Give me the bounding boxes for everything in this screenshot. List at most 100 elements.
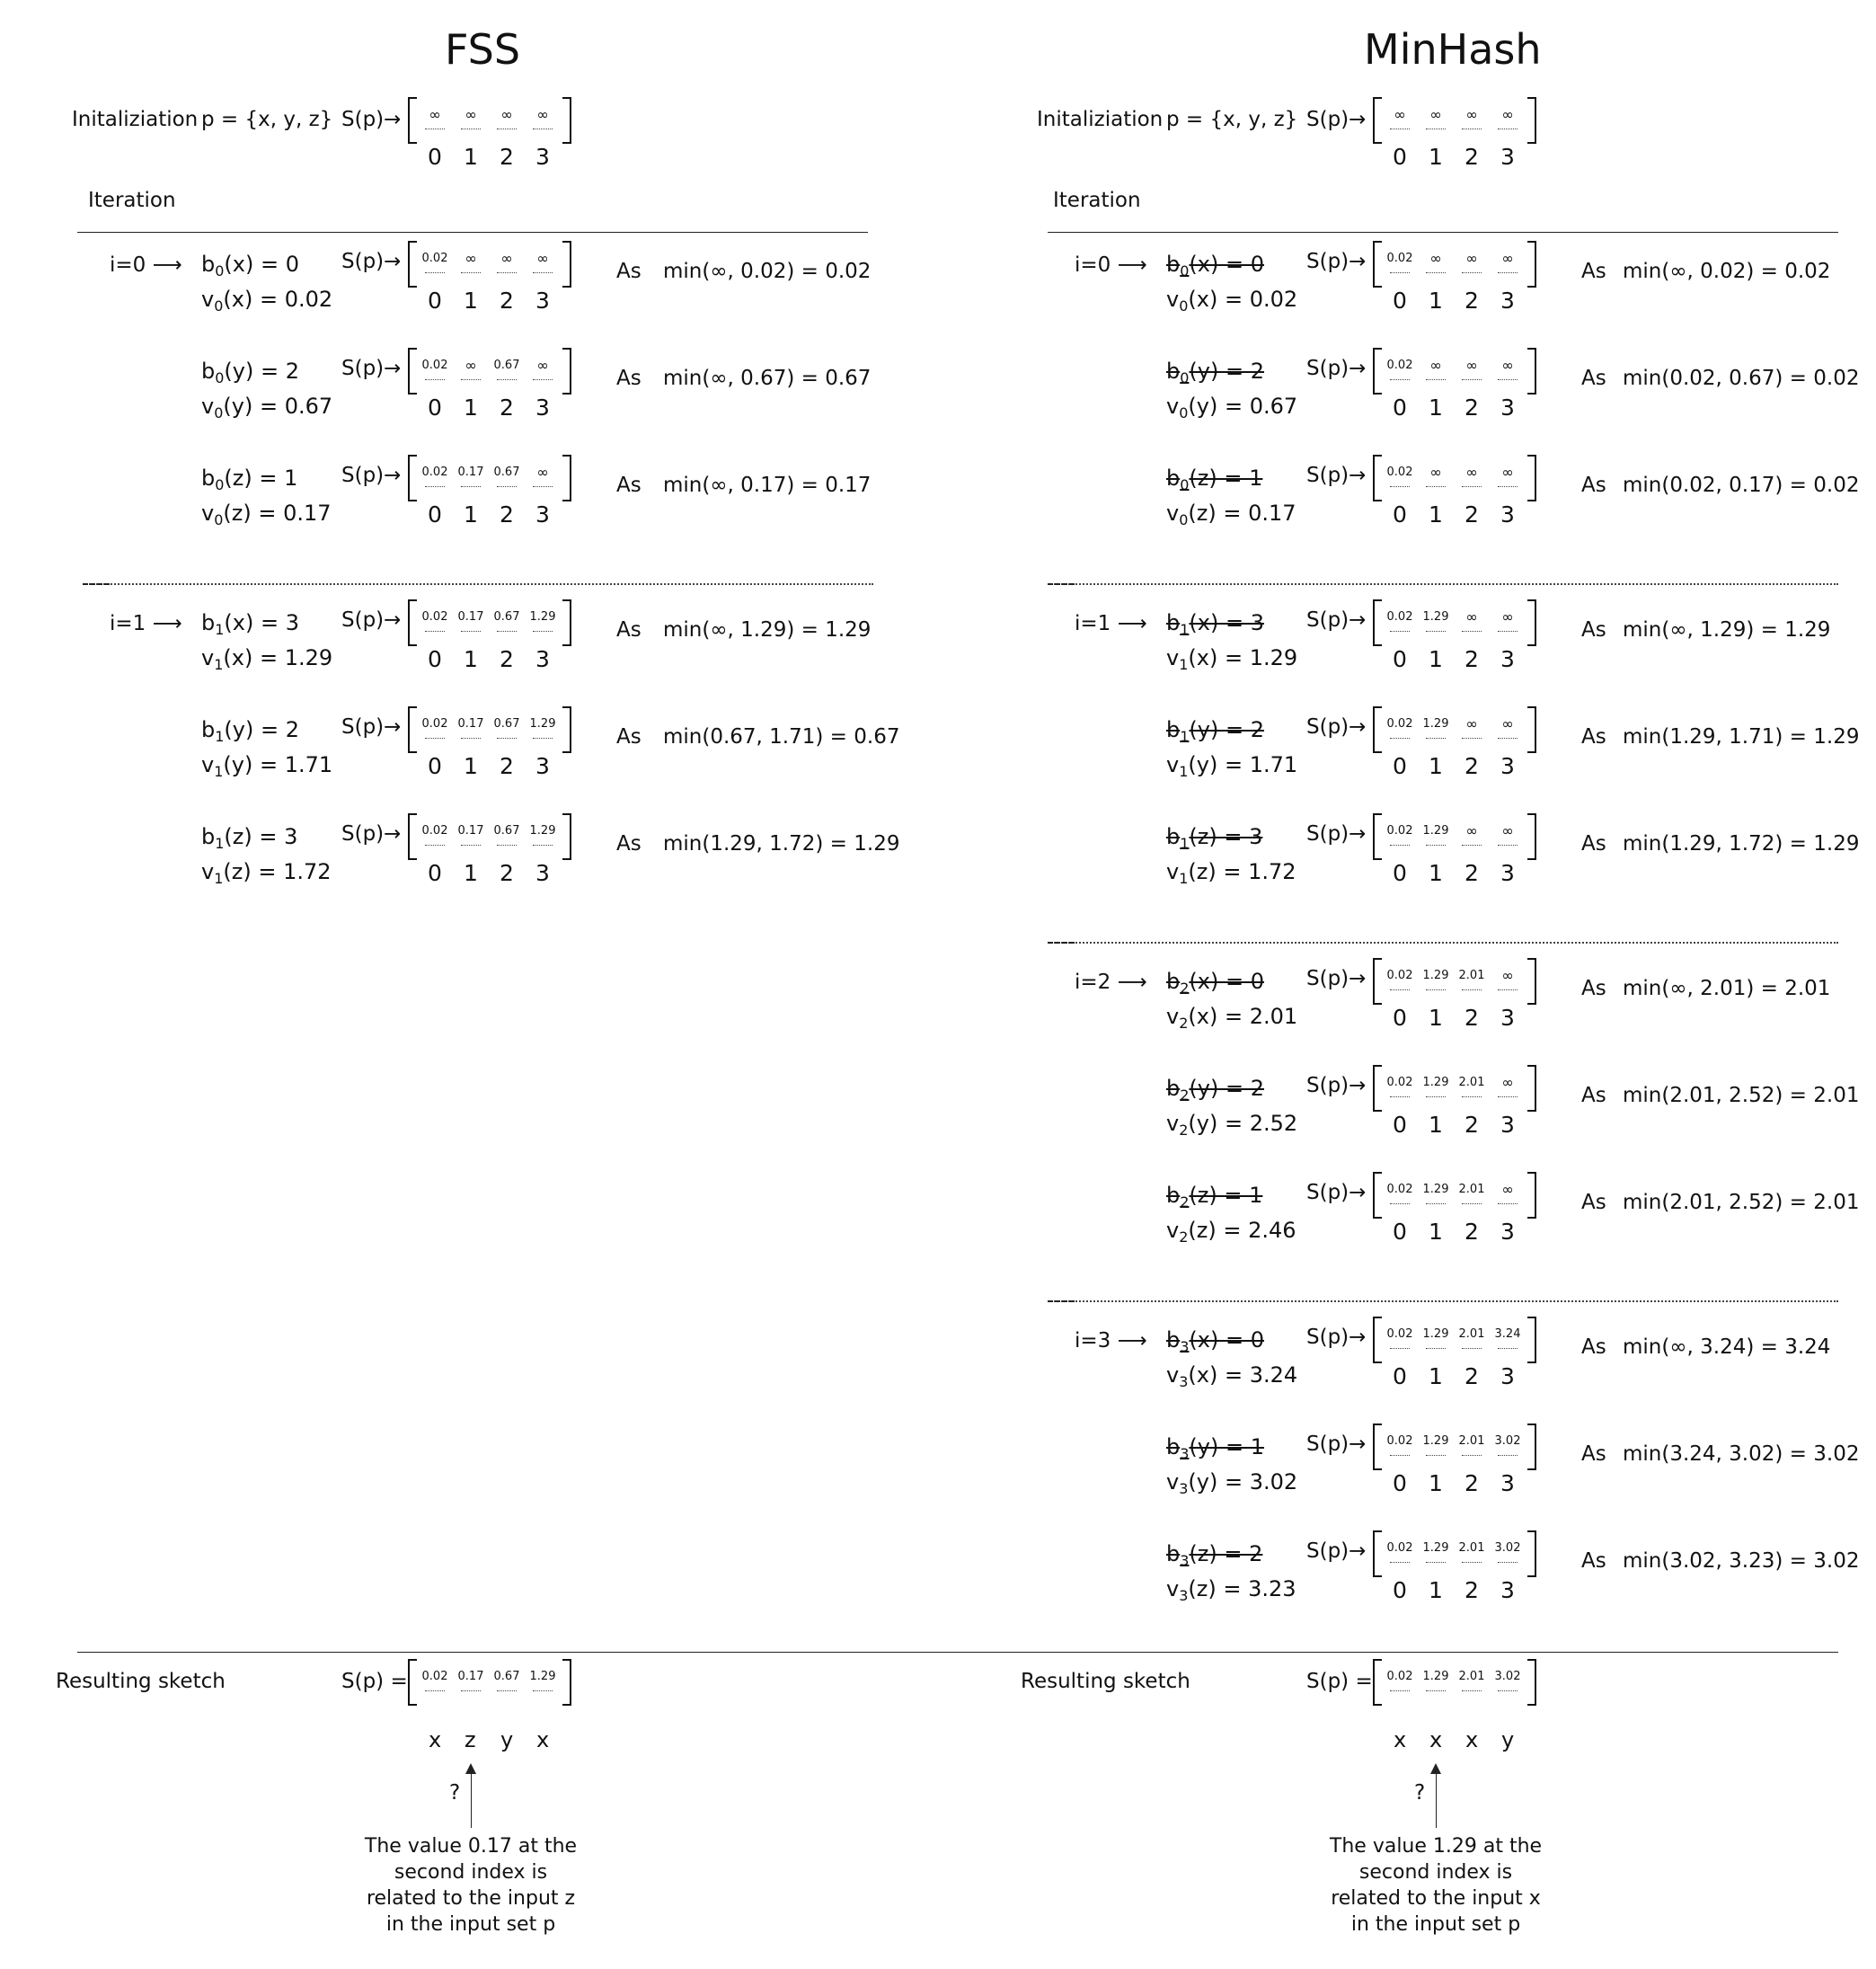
- bracket-left: [408, 241, 417, 288]
- sketch-index-3: 3: [1500, 753, 1515, 779]
- minhash-iter-label-3: i=3 ⟶: [1075, 1329, 1147, 1353]
- sketch-index-0: 0: [428, 646, 442, 672]
- cell-dots: [1498, 1690, 1518, 1691]
- cell-dots: [461, 272, 481, 273]
- minhash-result-input-1: x: [1429, 1727, 1443, 1752]
- sketch-cell-0: 0.02: [1386, 1434, 1413, 1448]
- minhash-as-3-0: As: [1581, 1335, 1606, 1359]
- sketch-cell-0: 0.02: [1386, 1670, 1413, 1683]
- fss-sp-1-2: S(p)→: [341, 822, 402, 846]
- minhash-result-sketch: 0.02 1.29 2.01 3.02: [1373, 1659, 1536, 1706]
- sketch-index-1: 1: [1429, 501, 1443, 528]
- cell-dots: [497, 738, 517, 739]
- cell-dots: [461, 379, 481, 380]
- fss-sp-1-1: S(p)→: [341, 715, 402, 739]
- minhash-iter-separator-dash: [1048, 583, 1075, 585]
- sketch-cell-3: ∞: [1501, 1181, 1514, 1198]
- bracket-right: [1527, 1317, 1536, 1363]
- fss-sketch-1-1: 0.02 0.17 0.67 1.29: [408, 706, 571, 753]
- sketch-cell-1: ∞: [1429, 250, 1442, 267]
- bracket-left: [1373, 1172, 1382, 1219]
- minhash-v-0-1: v0(y) = 0.67: [1166, 394, 1298, 421]
- sketch-cell-2: ∞: [1465, 464, 1478, 481]
- minhash-as-3-2: As: [1581, 1549, 1606, 1573]
- cell-dots: [1498, 1203, 1518, 1204]
- cell-dots: [1426, 989, 1446, 990]
- cell-dots: [1498, 738, 1518, 739]
- fss-init-label: Initaliziation: [72, 108, 199, 131]
- minhash-iter-label-0: i=0 ⟶: [1075, 253, 1147, 277]
- fss-result-arrow-head: [465, 1763, 476, 1774]
- minhash-title: MinHash: [1364, 25, 1542, 74]
- sketch-index-0: 0: [1393, 753, 1407, 779]
- bracket-left: [408, 97, 417, 144]
- sketch-index-0: 0: [1393, 1577, 1407, 1603]
- fss-b-1-1: b1(y) = 2: [201, 717, 299, 745]
- sketch-cell-2: 0.67: [493, 824, 520, 838]
- bracket-left: [1373, 1065, 1382, 1112]
- minhash-sp-2-0: S(p)→: [1306, 967, 1367, 990]
- sketch-index-3: 3: [1500, 288, 1515, 314]
- bracket-left: [408, 599, 417, 646]
- cell-dots: [1426, 272, 1446, 273]
- minhash-b-1-2: b1(z) = 3: [1166, 824, 1263, 852]
- sketch-index-2: 2: [500, 501, 514, 528]
- cell-dots: [1462, 989, 1482, 990]
- minhash-v-3-0: v3(x) = 3.24: [1166, 1362, 1298, 1390]
- fss-min-1-1: min(0.67, 1.71) = 0.67: [663, 725, 900, 749]
- cell-dots: [1390, 486, 1410, 487]
- result-separator-rule: [77, 1652, 1838, 1653]
- sketch-index-0: 0: [428, 288, 442, 314]
- minhash-sketch-3-1: 0.02 1.29 2.01 3.02: [1373, 1424, 1536, 1470]
- fss-result-question: ?: [449, 1781, 461, 1805]
- fss-v-0-2: v0(z) = 0.17: [201, 501, 332, 528]
- sketch-cell-1: 1.29: [1422, 1434, 1449, 1448]
- cell-dots: [461, 845, 481, 846]
- minhash-sketch-2-1: 0.02 1.29 2.01 ∞: [1373, 1065, 1536, 1112]
- bracket-right: [1527, 599, 1536, 646]
- fss-b-0-1: b0(y) = 2: [201, 359, 299, 386]
- cell-dots: [1390, 1562, 1410, 1563]
- cell-dots: [1426, 486, 1446, 487]
- sketch-index-1: 1: [464, 144, 478, 170]
- sketch-cell-0: ∞: [429, 106, 441, 123]
- sketch-cell-1: ∞: [465, 250, 477, 267]
- minhash-as-3-1: As: [1581, 1442, 1606, 1466]
- sketch-cell-2: ∞: [1465, 106, 1478, 123]
- sketch-index-1: 1: [464, 753, 478, 779]
- sketch-index-0: 0: [1393, 144, 1407, 170]
- minhash-iteration-rule: [1048, 232, 1838, 233]
- cell-dots: [1390, 631, 1410, 632]
- sketch-cell-2: 2.01: [1458, 969, 1485, 982]
- minhash-sketch-3-0: 0.02 1.29 2.01 3.24: [1373, 1317, 1536, 1363]
- fss-as-1-1: As: [616, 725, 642, 749]
- sketch-cell-3: 1.29: [529, 1670, 556, 1683]
- minhash-b-1-1: b1(y) = 2: [1166, 717, 1264, 745]
- sketch-cell-0: 0.02: [421, 717, 448, 731]
- minhash-result-arrow-head: [1430, 1763, 1441, 1774]
- fss-sketch-0-0: 0.02 ∞ ∞ ∞: [408, 241, 571, 288]
- sketch-index-3: 3: [535, 395, 550, 421]
- fss-v-1-2: v1(z) = 1.72: [201, 859, 332, 887]
- fss-as-0-0: As: [616, 260, 642, 283]
- minhash-sp-3-1: S(p)→: [1306, 1432, 1367, 1456]
- sketch-index-1: 1: [464, 646, 478, 672]
- sketch-cell-0: 0.02: [1386, 610, 1413, 624]
- sketch-index-0: 0: [1393, 646, 1407, 672]
- sketch-cell-0: 0.02: [1386, 252, 1413, 265]
- sketch-cell-1: 0.17: [457, 1670, 484, 1683]
- bracket-left: [408, 348, 417, 395]
- sketch-cell-0: 0.02: [421, 359, 448, 372]
- sketch-index-0: 0: [428, 501, 442, 528]
- sketch-index-3: 3: [535, 860, 550, 886]
- sketch-index-3: 3: [1500, 395, 1515, 421]
- minhash-min-2-1: min(2.01, 2.52) = 2.01: [1623, 1084, 1860, 1107]
- sketch-cell-3: ∞: [1501, 715, 1514, 732]
- bracket-left: [1373, 1530, 1382, 1577]
- fss-v-0-1: v0(y) = 0.67: [201, 394, 333, 421]
- fss-sketch-1-0: 0.02 0.17 0.67 1.29: [408, 599, 571, 646]
- cell-dots: [1498, 379, 1518, 380]
- sketch-index-0: 0: [1393, 1470, 1407, 1496]
- cell-dots: [1390, 738, 1410, 739]
- sketch-cell-1: 1.29: [1422, 610, 1449, 624]
